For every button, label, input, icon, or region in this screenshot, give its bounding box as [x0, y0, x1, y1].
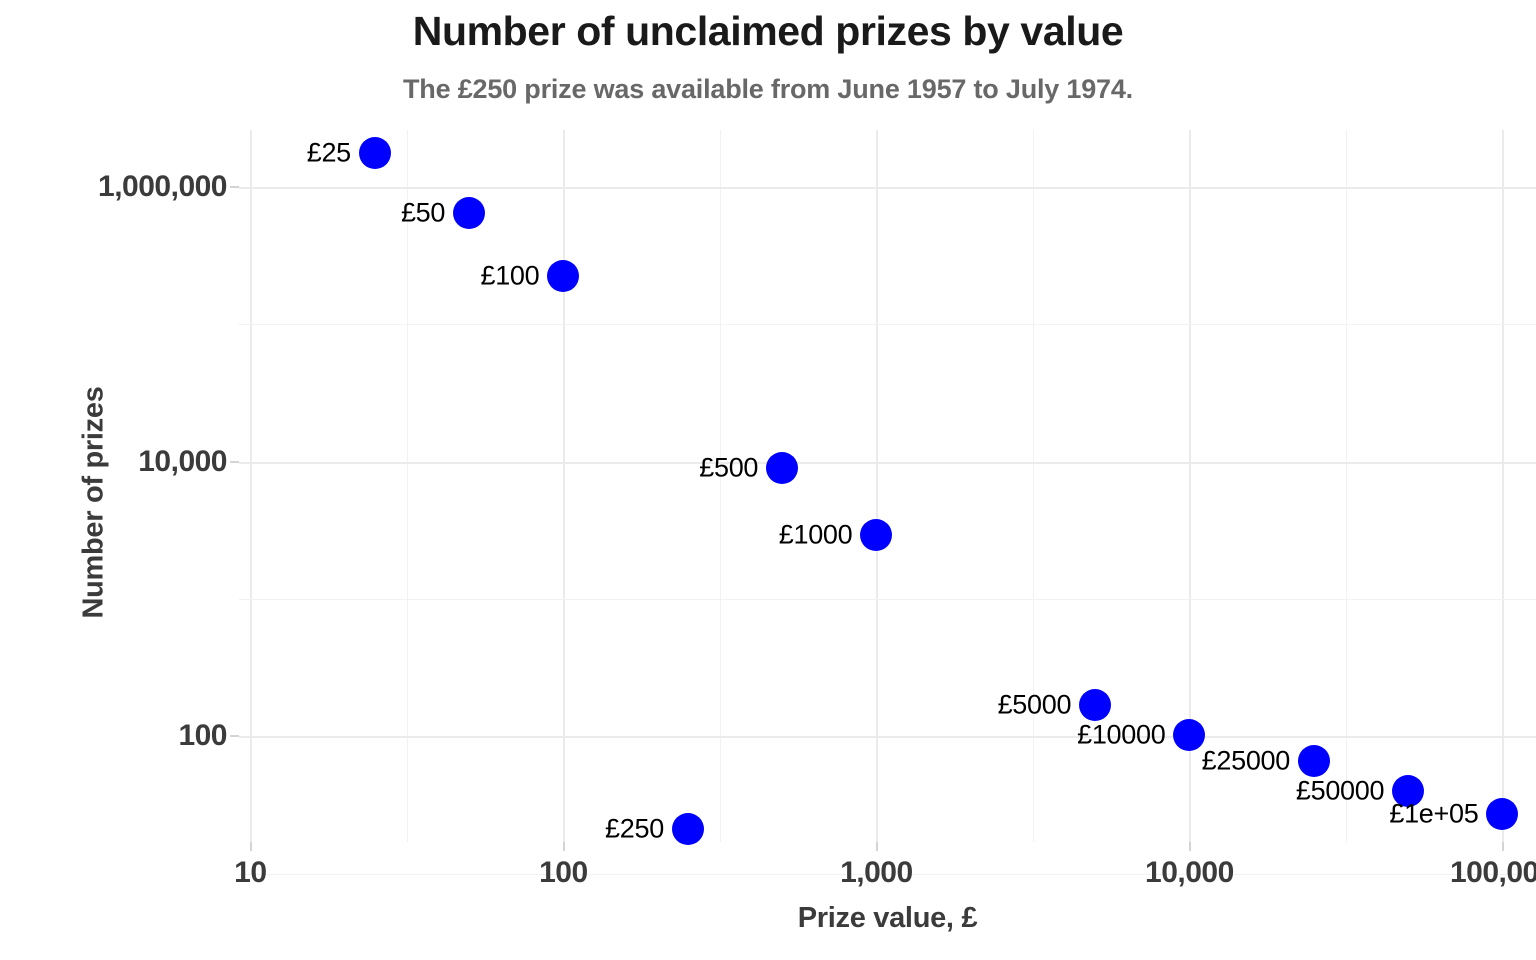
data-point[interactable] — [1079, 688, 1112, 721]
chart-subtitle: The £250 prize was available from June 1… — [403, 74, 1133, 104]
data-point[interactable] — [860, 519, 893, 552]
data-point-label: £50 — [400, 197, 446, 228]
gridline-minor-x — [719, 130, 721, 842]
x-axis-tick-label: 100 — [539, 856, 588, 889]
x-axis-tick-label: 10,000 — [1145, 856, 1234, 889]
y-axis-tickmark — [230, 735, 239, 738]
gridline-major-x — [563, 130, 566, 842]
gridline-minor-y — [239, 873, 1536, 875]
gridline-minor-x — [1345, 130, 1347, 842]
x-axis-tickmark — [563, 842, 566, 851]
gridline-minor-x — [406, 130, 408, 842]
data-point[interactable] — [453, 196, 486, 229]
y-axis-tickmark — [230, 460, 239, 463]
data-point-label: £500 — [699, 452, 759, 483]
x-axis-tickmark — [250, 842, 253, 851]
gridline-major-y — [239, 461, 1536, 464]
data-point-label: £50000 — [1295, 775, 1385, 806]
chart-title: Number of unclaimed prizes by value — [412, 8, 1124, 54]
gridline-minor-y — [239, 324, 1536, 326]
y-axis-title: Number of prizes — [77, 386, 110, 619]
gridline-major-x — [1189, 130, 1192, 842]
x-axis-tickmark — [876, 842, 879, 851]
data-point-label: £25000 — [1201, 745, 1291, 776]
x-axis-tick-label: 1,000 — [840, 856, 913, 889]
y-axis-tick-label: 100 — [178, 719, 227, 753]
data-point-label: £25 — [306, 137, 351, 168]
plot-area: £25 £50 £100 £250 £500 £1000 £5000 £10000 £25000… — [239, 130, 1536, 875]
data-point[interactable] — [358, 136, 391, 169]
y-axis-tick-label: 10,000 — [138, 444, 227, 478]
gridline-minor-y — [239, 598, 1536, 600]
data-point[interactable] — [766, 451, 799, 484]
gridline-major-x — [876, 130, 879, 842]
data-point[interactable] — [1173, 718, 1206, 751]
data-point-label: £1e+05 — [1389, 798, 1479, 829]
x-axis-tickmark — [1189, 842, 1192, 851]
gridline-major-y — [239, 186, 1536, 189]
x-axis-tick-label: 10 — [234, 856, 267, 889]
data-point-label: £5000 — [997, 689, 1072, 720]
data-point-label: £1000 — [778, 519, 853, 550]
data-point-label: £100 — [480, 260, 540, 291]
data-point[interactable] — [1486, 798, 1519, 831]
gridline-minor-x — [1032, 130, 1034, 842]
y-axis-tickmark — [230, 185, 239, 188]
y-axis-tick-label: 1,000,000 — [98, 169, 227, 203]
data-point[interactable] — [1392, 774, 1425, 807]
data-point-label: £10000 — [1077, 719, 1166, 750]
x-axis-tick-label: 100,000 — [1449, 856, 1536, 889]
gridline-major-x — [250, 130, 253, 842]
data-point[interactable] — [547, 259, 580, 292]
data-point-label: £250 — [605, 813, 664, 844]
gridline-major-x — [1502, 130, 1505, 842]
data-point[interactable] — [671, 813, 704, 846]
x-axis-title: Prize value, £ — [797, 902, 978, 934]
x-axis-tickmark — [1502, 842, 1505, 851]
gridline-major-y — [239, 736, 1536, 739]
data-point[interactable] — [1297, 745, 1330, 778]
